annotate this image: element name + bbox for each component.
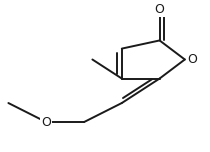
Text: O: O [187,53,197,66]
Text: O: O [41,116,51,129]
Text: O: O [155,3,165,16]
